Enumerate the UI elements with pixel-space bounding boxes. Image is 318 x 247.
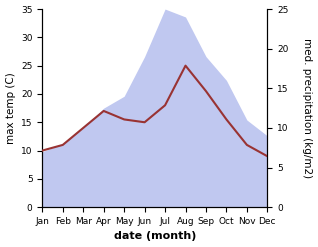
Y-axis label: med. precipitation (kg/m2): med. precipitation (kg/m2)	[302, 38, 313, 178]
X-axis label: date (month): date (month)	[114, 231, 196, 242]
Y-axis label: max temp (C): max temp (C)	[5, 72, 16, 144]
